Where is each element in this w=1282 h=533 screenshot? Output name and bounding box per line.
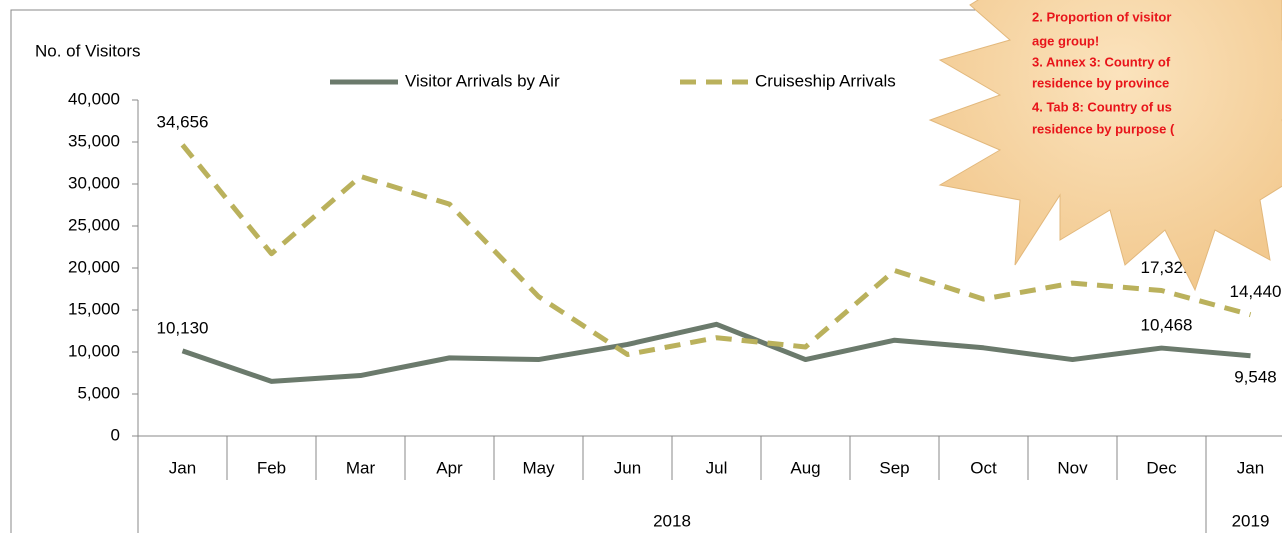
x-tick-label: Jun (614, 458, 641, 477)
legend-label: Cruiseship Arrivals (755, 71, 896, 90)
x-tick-label: Mar (346, 458, 376, 477)
annotation-line: 2. Proportion of visitor (1032, 9, 1171, 24)
y-tick-label: 0 (111, 425, 120, 444)
x-tick-label: Aug (790, 458, 820, 477)
data-label: 10,130 (157, 318, 209, 337)
legend-label: Visitor Arrivals by Air (405, 71, 560, 90)
y-tick-label: 40,000 (68, 89, 120, 108)
x-tick-label: Jul (706, 458, 728, 477)
y-tick-label: 30,000 (68, 173, 120, 192)
chart: No. of Visitors 0 5,000 10,000 15,000 20,000… (0, 0, 1282, 533)
y-tick-label: 15,000 (68, 299, 120, 318)
annotation-line: 3. Annex 3: Country of (1032, 54, 1171, 69)
y-tick-label: 25,000 (68, 215, 120, 234)
data-label: 34,656 (157, 112, 209, 131)
annotation-line: residence by province (1032, 75, 1169, 90)
x-tick-label: Dec (1146, 458, 1177, 477)
y-tick-label: 5,000 (77, 383, 120, 402)
annotation-line: 4. Tab 8: Country of us (1032, 99, 1172, 114)
y-axis-title: No. of Visitors (35, 41, 141, 60)
annotation-line: age group! (1032, 33, 1099, 48)
x-tick-label: Nov (1057, 458, 1088, 477)
annotation-line: residence by purpose ( (1032, 121, 1175, 136)
y-tick-label: 10,000 (68, 341, 120, 360)
data-label: 9,548 (1234, 367, 1277, 386)
x-tick-label: Feb (257, 458, 286, 477)
x-tick-label: Apr (436, 458, 463, 477)
y-tick-label: 35,000 (68, 131, 120, 150)
x-tick-label: Oct (970, 458, 997, 477)
x-tick-label: May (522, 458, 555, 477)
x-tick-label: Sep (879, 458, 909, 477)
x-tick-label: Jan (169, 458, 196, 477)
x-tick-label: Jan (1237, 458, 1264, 477)
x-group-label: 2019 (1232, 511, 1270, 530)
data-label: 14,440 (1230, 282, 1282, 301)
x-group-label: 2018 (653, 511, 691, 530)
page: No. of Visitors 0 5,000 10,000 15,000 20,000… (0, 0, 1282, 533)
data-label: 10,468 (1141, 316, 1193, 335)
y-tick-label: 20,000 (68, 257, 120, 276)
